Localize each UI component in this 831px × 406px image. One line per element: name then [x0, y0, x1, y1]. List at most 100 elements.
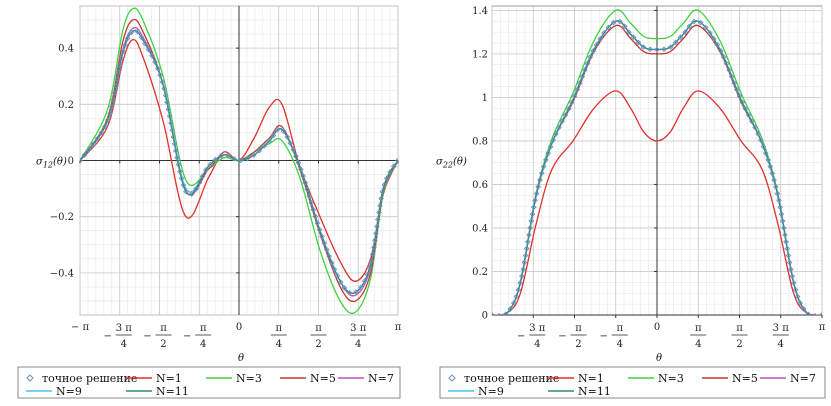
data-point-marker	[358, 284, 364, 291]
data-point-marker	[502, 311, 509, 315]
data-point-marker	[341, 285, 348, 291]
data-point-marker	[152, 59, 158, 65]
data-point-marker	[520, 266, 527, 273]
data-point-marker	[507, 306, 514, 312]
data-point-marker	[523, 245, 530, 252]
data-point-marker	[300, 173, 306, 179]
data-point-marker	[274, 126, 281, 133]
data-point-marker	[515, 286, 522, 293]
y-tick-label: 1.4	[472, 6, 488, 17]
x-tick-label: 0	[236, 322, 242, 333]
data-point-marker	[321, 240, 328, 246]
data-point-marker	[556, 124, 562, 131]
data-point-marker	[625, 29, 632, 35]
x-tick-numerator: 3 π	[350, 323, 367, 334]
data-point-marker	[364, 271, 371, 278]
data-point-marker	[781, 225, 787, 231]
data-point-marker	[559, 118, 565, 125]
data-point-marker	[80, 157, 83, 164]
data-point-marker	[527, 225, 533, 231]
y-tick-label: 1.2	[472, 49, 488, 60]
data-point-marker	[510, 300, 517, 306]
data-point-marker	[767, 163, 774, 170]
data-point-marker	[250, 152, 257, 159]
x-tick-denominator: 2	[736, 339, 742, 350]
legend-marker	[448, 374, 456, 382]
data-point-marker	[361, 278, 368, 284]
data-point-marker	[90, 141, 97, 148]
data-point-marker	[323, 246, 330, 253]
data-point-marker	[177, 168, 183, 175]
data-point-marker	[739, 99, 746, 106]
data-point-marker	[169, 127, 176, 133]
data-point-marker	[550, 137, 556, 144]
legend-box	[439, 366, 826, 399]
data-point-marker	[193, 185, 200, 192]
legend-label: N=7	[790, 372, 816, 385]
legend: точное решение N=1 N=3 N=5 N=7 N=9 N=11	[17, 366, 401, 399]
data-point-marker	[543, 157, 549, 163]
data-point-marker	[672, 39, 679, 46]
data-point-marker	[797, 300, 804, 306]
data-point-marker	[331, 266, 338, 273]
data-point-marker	[98, 129, 105, 136]
series-line-N=11	[80, 29, 398, 295]
data-point-marker	[518, 273, 525, 280]
data-point-marker	[196, 179, 203, 186]
series-точное-решение	[80, 28, 398, 296]
data-point-marker	[752, 124, 758, 131]
x-tick-numerator: 3 π	[116, 323, 133, 334]
data-point-marker	[593, 41, 600, 48]
data-point-marker	[538, 170, 545, 177]
data-point-marker	[86, 146, 92, 153]
data-point-marker	[138, 34, 145, 41]
x-tick-label: 0	[654, 322, 660, 333]
legend-label: N=5	[310, 372, 336, 385]
data-point-marker	[647, 46, 653, 53]
data-point-marker	[782, 232, 788, 238]
data-point-marker	[383, 175, 390, 182]
data-point-marker	[528, 218, 535, 224]
data-point-marker	[110, 96, 117, 103]
data-point-marker	[745, 112, 752, 118]
data-point-marker	[749, 118, 755, 125]
data-point-marker	[517, 280, 524, 286]
data-point-marker	[178, 175, 185, 182]
data-point-marker	[376, 209, 382, 216]
data-point-marker	[562, 112, 569, 118]
data-point-marker	[635, 39, 642, 46]
y-tick-label: −0.4	[50, 268, 74, 279]
data-point-marker	[308, 200, 315, 206]
data-point-marker	[726, 67, 733, 73]
data-point-marker	[682, 29, 689, 35]
data-point-marker	[378, 195, 384, 202]
data-point-marker	[117, 62, 123, 69]
data-point-marker	[145, 46, 152, 53]
legend-label: N=7	[368, 372, 394, 385]
data-point-marker	[686, 23, 693, 30]
data-point-marker	[755, 130, 761, 137]
data-point-marker	[161, 85, 167, 92]
data-point-marker	[710, 35, 717, 42]
data-point-marker	[532, 197, 538, 204]
data-point-marker	[312, 213, 319, 220]
data-point-marker	[107, 110, 113, 117]
legend-label: точное решение	[464, 372, 559, 385]
data-point-marker	[298, 166, 304, 173]
x-tick-denominator: 4	[695, 339, 701, 350]
data-point-marker	[760, 143, 767, 150]
data-point-marker	[256, 147, 263, 154]
x-tick-numerator: π	[616, 323, 623, 334]
x-tick-denominator: 2	[575, 339, 581, 350]
data-point-marker	[203, 167, 209, 173]
data-point-marker	[553, 130, 559, 137]
data-point-marker	[166, 113, 173, 120]
data-point-marker	[513, 293, 520, 300]
legend-label: N=1	[578, 372, 604, 385]
data-point-marker	[94, 135, 101, 142]
data-point-marker	[353, 289, 359, 295]
data-point-marker	[159, 79, 166, 85]
data-point-marker	[771, 177, 777, 183]
data-point-marker	[270, 132, 277, 139]
